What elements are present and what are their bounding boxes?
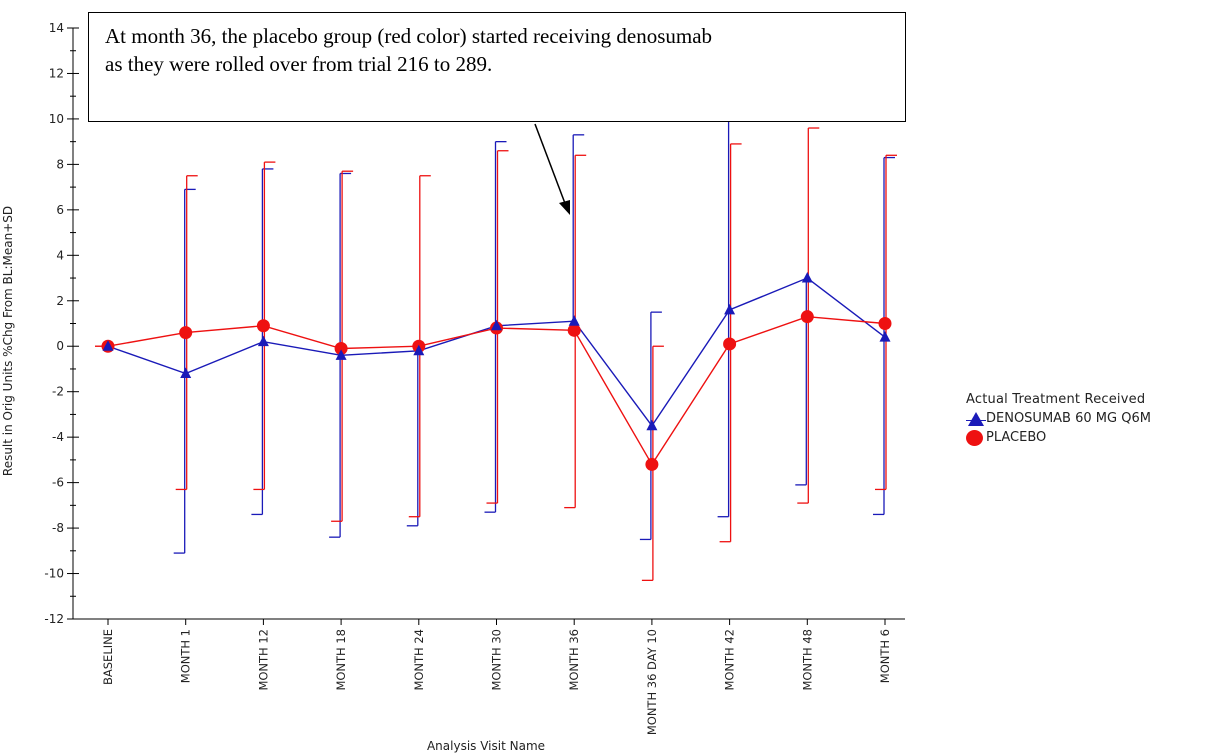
data-point-denosumab <box>491 319 502 331</box>
data-point-denosumab <box>413 344 425 356</box>
legend-label-denosumab: DENOSUMAB 60 MG Q6M <box>986 411 1151 426</box>
y-tick-label: 6 <box>56 203 64 217</box>
annotation-text-line-1: At month 36, the placebo group (red colo… <box>105 24 713 48</box>
data-point-denosumab <box>646 419 658 431</box>
x-tick-label: MONTH 48 <box>800 629 814 691</box>
x-tick-label: MONTH 6 <box>878 629 892 683</box>
y-tick-label: -6 <box>52 476 64 490</box>
x-tick-label: MONTH 12 <box>256 629 270 691</box>
legend-title: Actual Treatment Received <box>966 392 1146 407</box>
y-tick-label: -12 <box>44 612 64 626</box>
data-point-placebo <box>800 310 814 324</box>
data-point-placebo <box>256 319 270 333</box>
circle-marker-icon <box>966 429 986 446</box>
y-tick-label: 14 <box>49 21 64 35</box>
x-axis-label: Analysis Visit Name <box>427 739 545 753</box>
data-point-denosumab <box>879 331 891 342</box>
data-point-denosumab <box>180 367 192 379</box>
series-lines <box>95 277 886 466</box>
y-tick-label: -10 <box>44 567 64 581</box>
axes: -12 -10 -8 -6 -4 -2 0 2 4 6 8 10 12 14 BASELINE MONTH 1… <box>44 21 905 735</box>
data-point-denosumab <box>568 315 580 326</box>
y-tick-label: 0 <box>56 339 64 353</box>
series-line <box>107 315 886 466</box>
y-axis-label: Result in Orig Units %Chg From BL:Mean+S… <box>1 206 15 476</box>
x-tick-label: MONTH 1 <box>179 629 193 683</box>
x-tick-label: MONTH 18 <box>334 629 348 691</box>
error-bars <box>173 118 897 582</box>
data-point-denosumab <box>335 349 347 360</box>
data-point-placebo <box>645 457 659 471</box>
x-tick-label: MONTH 42 <box>723 629 737 691</box>
y-tick-label: 10 <box>49 112 64 126</box>
data-point-denosumab <box>801 272 813 283</box>
data-point-denosumab <box>102 340 114 351</box>
triangle-marker-icon <box>966 411 986 427</box>
data-point-denosumab <box>257 335 269 347</box>
y-tick-label: 2 <box>56 294 64 308</box>
y-tick-label: -2 <box>52 385 64 399</box>
x-tick-label: MONTH 24 <box>412 629 426 691</box>
annotation-arrow <box>534 123 570 215</box>
x-tick-label: MONTH 30 <box>490 629 504 691</box>
x-tick-label: MONTH 36 DAY 10 <box>645 629 659 735</box>
annotation-box: At month 36, the placebo group (red colo… <box>88 12 906 122</box>
legend-label-placebo: PLACEBO <box>986 430 1047 445</box>
annotation-text-line-2: as they were rolled over from trial 216 … <box>105 52 493 76</box>
y-tick-label: -4 <box>52 430 64 444</box>
legend: Actual Treatment Received DENOSUMAB 60 M… <box>966 392 1151 447</box>
legend-item-denosumab: DENOSUMAB 60 MG Q6M <box>966 409 1151 428</box>
data-point-placebo <box>334 342 348 356</box>
data-markers <box>101 272 892 471</box>
data-point-denosumab <box>724 303 736 315</box>
legend-item-placebo: PLACEBO <box>966 428 1151 447</box>
y-tick-label: 4 <box>56 248 64 262</box>
data-point-placebo <box>179 326 193 340</box>
data-point-placebo <box>567 323 581 337</box>
annotation-arrow-head <box>559 200 570 215</box>
data-point-placebo <box>723 337 737 351</box>
series-line <box>107 277 886 428</box>
x-tick-label: MONTH 36 <box>567 629 581 691</box>
y-tick-label: 8 <box>56 157 64 171</box>
x-tick-label: BASELINE <box>101 629 115 685</box>
data-point-placebo <box>878 317 892 330</box>
annotation-arrow-line <box>534 123 567 207</box>
y-tick-label: -8 <box>52 521 64 535</box>
y-tick-label: 12 <box>49 66 64 80</box>
